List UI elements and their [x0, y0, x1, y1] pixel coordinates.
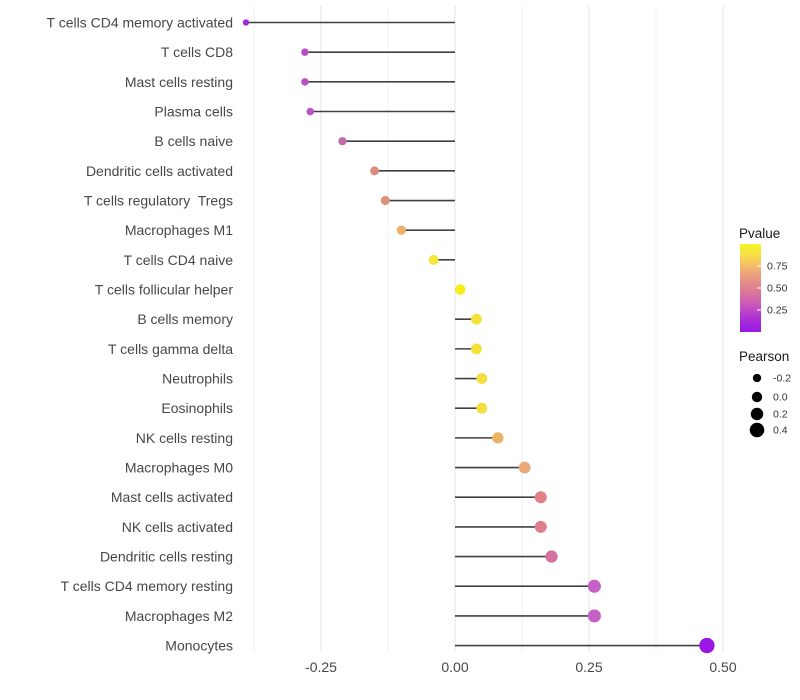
dot [699, 637, 715, 654]
y-axis-label: Mast cells activated [111, 489, 233, 505]
y-axis-label: Eosinophils [161, 400, 233, 416]
y-axis-label: Monocytes [165, 638, 233, 654]
dot [587, 579, 601, 593]
y-axis-label: Neutrophils [162, 371, 233, 387]
y-axis-label: Macrophages M1 [125, 222, 233, 238]
dot [338, 137, 347, 146]
dot [306, 107, 315, 116]
dot [476, 373, 488, 385]
dot [396, 225, 407, 235]
dot [301, 78, 309, 86]
x-tick-label: 0.50 [709, 659, 736, 675]
y-axis-label: T cells CD4 memory activated [47, 15, 233, 31]
dot [545, 550, 558, 563]
dot [518, 461, 531, 474]
x-tick-label: 0.25 [575, 659, 602, 675]
pearson-legend-dot [752, 373, 762, 383]
pearson-legend-dot [750, 407, 764, 421]
dot [380, 195, 390, 206]
y-axis-label: T cells follicular helper [95, 282, 234, 298]
y-axis-label: T cells gamma delta [108, 341, 233, 357]
y-axis-label: NK cells activated [122, 519, 233, 535]
y-axis-label: T cells regulatory Tregs [84, 193, 233, 209]
dot [471, 343, 482, 355]
y-axis-label: Plasma cells [154, 104, 233, 120]
y-axis-label: T cells CD8 [161, 44, 233, 60]
dot [455, 284, 466, 295]
y-axis-label: B cells memory [137, 311, 233, 327]
dot [301, 48, 309, 56]
y-axis-label: Macrophages M0 [125, 460, 233, 476]
dot [370, 166, 380, 176]
dot [492, 432, 504, 444]
y-axis-label: Macrophages M2 [125, 608, 233, 624]
x-tick-label: 0.00 [441, 659, 468, 675]
pearson-legend-label: 0.4 [773, 425, 788, 437]
pvalue-tick-label: 0.75 [767, 261, 788, 273]
pvalue-gradient-bar [740, 244, 761, 332]
pvalue-tick-label: 0.25 [767, 305, 788, 317]
dot [534, 491, 547, 504]
dot [242, 19, 250, 26]
pearson-legend-label: 0.2 [773, 409, 788, 421]
y-axis-label: NK cells resting [136, 430, 233, 446]
x-tick-label: -0.25 [305, 659, 337, 675]
y-axis-label: Dendritic cells resting [100, 549, 233, 565]
pearson-legend-dot [751, 391, 763, 403]
pearson-legend-title: Pearson [739, 349, 790, 364]
pearson-legend-label: -0.2 [773, 373, 791, 385]
dot [587, 609, 601, 623]
pearson-legend-label: 0.0 [773, 392, 788, 404]
pearson-legend-dot [749, 422, 765, 438]
y-axis-label: T cells CD4 memory resting [61, 578, 233, 594]
y-axis-label: Mast cells resting [125, 74, 233, 90]
dot [476, 402, 488, 414]
y-axis-label: B cells naive [154, 133, 233, 149]
dot [534, 520, 547, 533]
y-axis-label: Dendritic cells activated [86, 163, 233, 179]
pvalue-legend-title: Pvalue [739, 226, 781, 241]
y-axis-label: T cells CD4 naive [124, 252, 234, 268]
pvalue-tick-label: 0.50 [767, 283, 788, 295]
dot [471, 313, 482, 325]
dot [428, 254, 439, 265]
